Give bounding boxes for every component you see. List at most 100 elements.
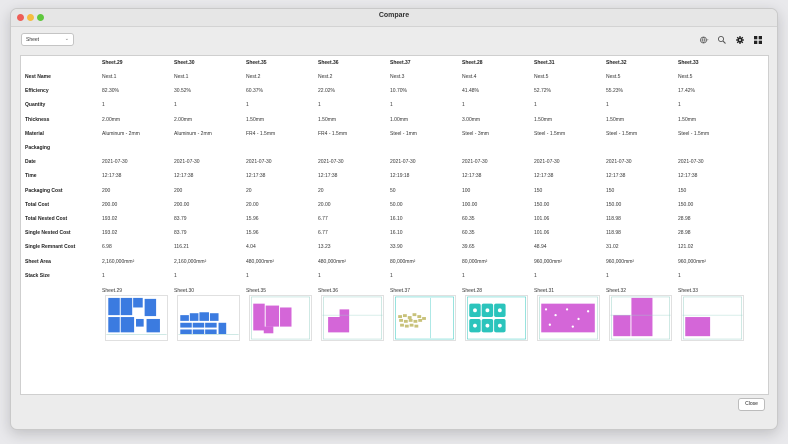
sheet-select-value: Sheet: [26, 37, 40, 43]
row-label: Material: [25, 130, 44, 137]
nest-thumbnail-sheet-36[interactable]: [321, 295, 384, 341]
table-cell: 50: [390, 187, 396, 194]
row-label: Efficiency: [25, 88, 49, 95]
sheet-select[interactable]: Sheet ⌄: [21, 33, 74, 46]
table-cell: 60.35: [462, 216, 475, 222]
table-cell: 2021-07-30: [246, 159, 272, 166]
table-cell: 2021-07-30: [678, 159, 704, 166]
table-cell: 1.50mm: [318, 116, 337, 123]
table-cell: 20: [318, 187, 324, 194]
table-cell: 20.00: [318, 201, 331, 208]
table-cell: 31.02: [606, 244, 619, 251]
row-label: Single Remnant Cost: [25, 244, 76, 251]
table-cell: 1: [390, 272, 393, 279]
table-cell: 150.00: [678, 201, 694, 208]
table-cell: 17.42%: [678, 88, 695, 95]
nest-thumbnail-sheet-33[interactable]: [681, 295, 744, 341]
thumbnail-label: Sheet.29: [102, 288, 123, 294]
table-cell: 1: [606, 102, 609, 109]
table-cell: FR4 - 1.5mm: [318, 130, 348, 137]
table-cell: 80,000mm²: [390, 258, 416, 265]
row-label: Packaging Cost: [25, 187, 63, 194]
table-cell: 2.00mm: [102, 116, 121, 123]
row-label: Packaging: [25, 145, 51, 151]
table-cell: 1: [390, 102, 393, 109]
table-cell: 1: [462, 272, 465, 279]
minimize-window-button[interactable]: [27, 14, 34, 21]
toolbar-icons: [699, 35, 763, 45]
table-cell: 1: [102, 102, 105, 109]
column-header: Sheet.36: [318, 60, 339, 66]
table-cell: 193.02: [102, 216, 118, 222]
zoom-icon[interactable]: [717, 35, 727, 45]
nest-thumbnail-sheet-37[interactable]: [393, 295, 456, 341]
table-cell: 2021-07-30: [318, 159, 344, 166]
table-cell: Steel - 1.5mm: [678, 130, 710, 137]
table-cell: 10.70%: [390, 88, 407, 95]
table-cell: 1: [174, 102, 177, 109]
nest-thumbnail-sheet-29[interactable]: [105, 295, 168, 341]
table-cell: 1: [678, 272, 681, 279]
table-cell: 1: [246, 272, 249, 279]
nest-thumbnail-sheet-31[interactable]: [537, 295, 600, 341]
table-cell: 118.98: [606, 216, 621, 222]
table-cell: 1: [678, 102, 681, 109]
table-cell: 13.23: [318, 244, 331, 251]
table-cell: 100: [462, 187, 471, 194]
table-cell: Steel - 1.5mm: [534, 130, 566, 137]
table-cell: Nest.3: [390, 74, 405, 80]
nest-thumbnail-sheet-28[interactable]: [465, 295, 528, 341]
window-title: Compare: [378, 12, 410, 19]
table-cell: 1.50mm: [246, 116, 265, 123]
close-window-button[interactable]: [17, 14, 24, 21]
table-cell: 60.35: [462, 230, 475, 237]
row-label: Time: [25, 173, 37, 180]
table-cell: 20: [246, 187, 252, 194]
table-cell: 480,000mm²: [246, 258, 275, 265]
column-header: Sheet.31: [534, 60, 555, 66]
table-cell: 200.00: [102, 201, 118, 208]
nest-thumbnail-sheet-35[interactable]: [249, 295, 312, 341]
thumbnail-label: Sheet.32: [606, 288, 627, 294]
nest-thumbnail-sheet-32[interactable]: [609, 295, 672, 341]
table-cell: 3.00mm: [462, 116, 481, 123]
table-cell: Aluminum - 2mm: [174, 130, 212, 137]
table-cell: 12:17:38: [102, 173, 122, 180]
grid-icon[interactable]: [753, 35, 763, 45]
table-cell: 193.02: [102, 230, 118, 237]
close-button[interactable]: Close: [738, 398, 765, 411]
gear-icon[interactable]: [735, 35, 745, 45]
globe-icon[interactable]: [699, 35, 709, 45]
table-cell: 2,160,000mm²: [102, 258, 135, 265]
table-cell: 48.94: [534, 244, 547, 251]
table-cell: 33.90: [390, 244, 403, 251]
table-cell: 16.10: [390, 216, 403, 222]
table-cell: Nest.2: [318, 74, 333, 80]
nest-thumbnail-sheet-30[interactable]: [177, 295, 240, 341]
compare-window: Compare Sheet ⌄: [10, 8, 778, 430]
table-cell: 2021-07-30: [390, 159, 416, 166]
table-cell: 83.79: [174, 216, 187, 222]
table-cell: 118.98: [606, 230, 621, 237]
table-cell: 2021-07-30: [462, 159, 488, 166]
table-cell: 150: [606, 187, 615, 194]
table-cell: 100.00: [462, 201, 478, 208]
row-label: Stack Size: [25, 272, 50, 279]
table-cell: 1.50mm: [606, 116, 625, 123]
maximize-window-button[interactable]: [37, 14, 44, 21]
column-header: Sheet.29: [102, 60, 123, 66]
table-cell: 480,000mm²: [318, 258, 347, 265]
table-cell: 2021-07-30: [102, 159, 128, 166]
table-cell: 12:17:38: [174, 173, 194, 180]
table-cell: 52.72%: [534, 88, 551, 95]
table-cell: 1: [318, 272, 321, 279]
table-cell: 116.21: [174, 244, 189, 251]
table-cell: 12:19:18: [390, 173, 410, 180]
thumbnail-label: Sheet.35: [246, 288, 267, 294]
table-cell: 28.98: [678, 230, 691, 237]
table-cell: 1: [318, 102, 321, 109]
table-cell: Nest.5: [606, 74, 621, 80]
table-cell: 15.96: [246, 230, 259, 237]
row-label: Sheet Area: [25, 258, 51, 265]
table-cell: Steel - 1.5mm: [606, 130, 638, 137]
